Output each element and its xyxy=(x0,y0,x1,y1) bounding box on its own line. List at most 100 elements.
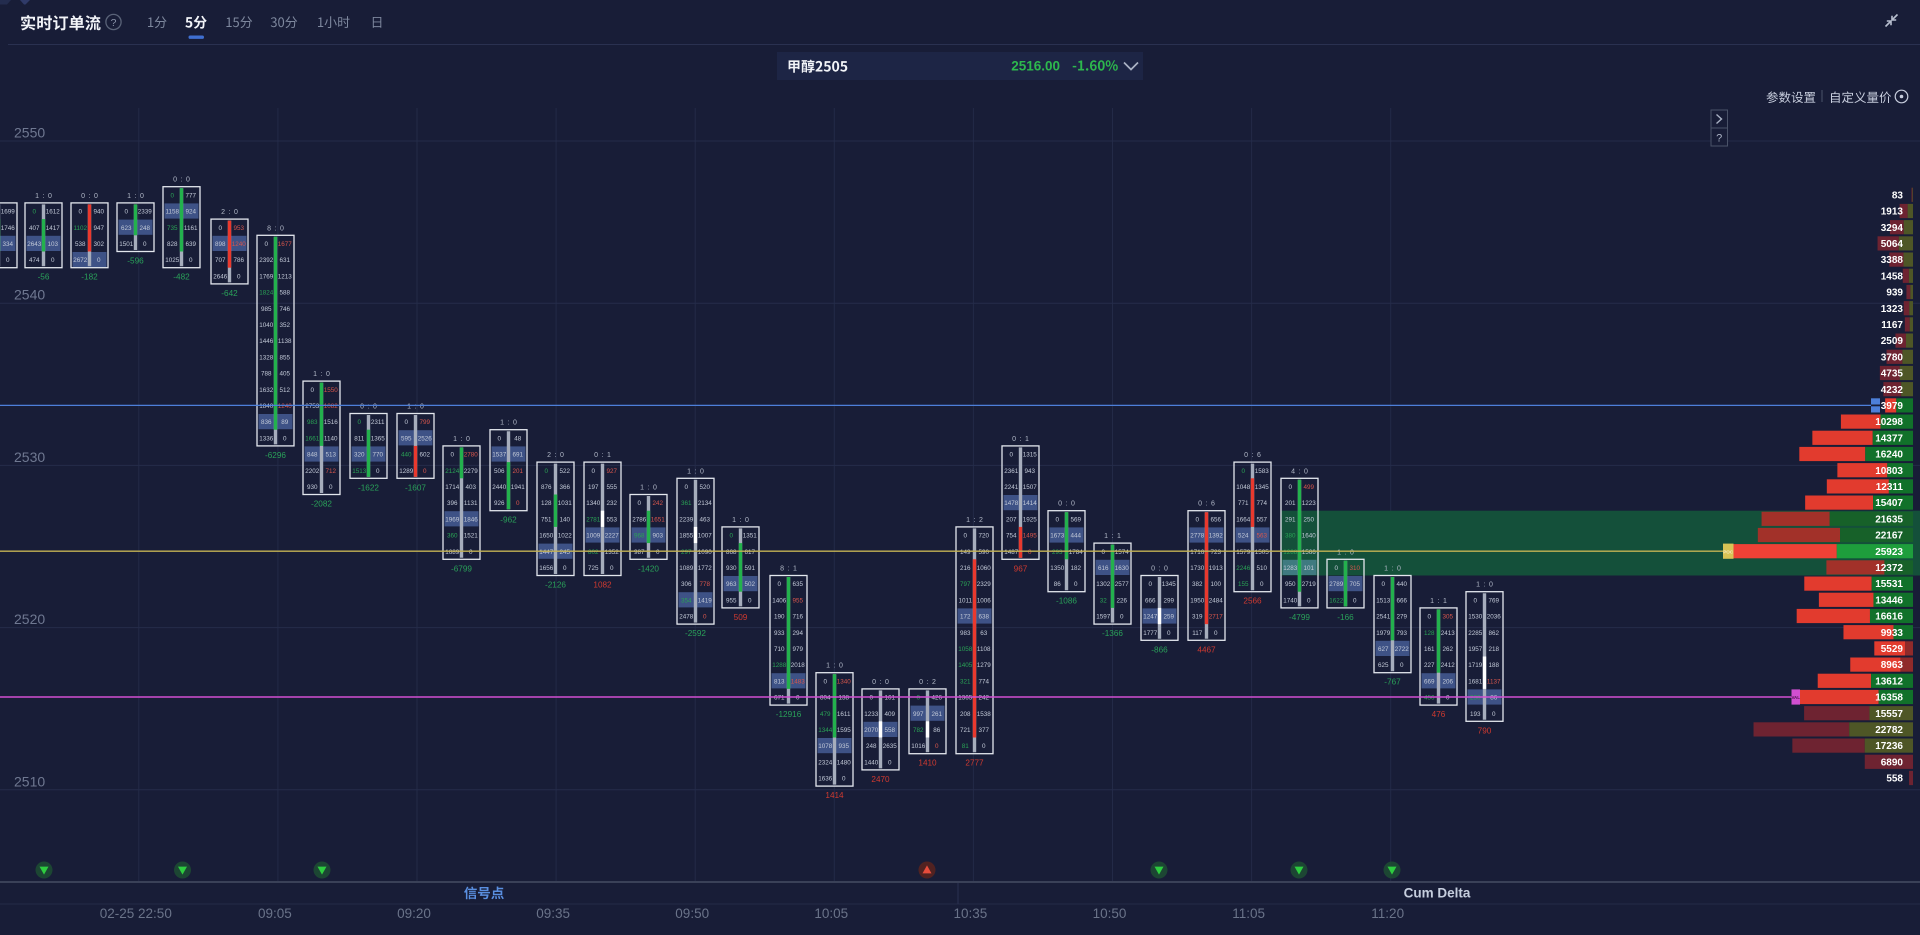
svg-text:1315: 1315 xyxy=(1023,452,1038,459)
svg-text:967: 967 xyxy=(1014,564,1028,573)
svg-text:294: 294 xyxy=(792,630,803,637)
svg-text:2227: 2227 xyxy=(605,533,620,540)
svg-text:2239: 2239 xyxy=(679,516,694,523)
svg-text:1344: 1344 xyxy=(818,727,833,734)
svg-text:1550: 1550 xyxy=(324,387,339,394)
svg-text:1661: 1661 xyxy=(305,435,320,442)
svg-text:02-25 22:50: 02-25 22:50 xyxy=(100,906,172,921)
svg-text:1846: 1846 xyxy=(464,516,479,523)
svg-text:1440: 1440 xyxy=(864,759,879,766)
svg-text:1058: 1058 xyxy=(958,646,973,653)
svg-text:360: 360 xyxy=(447,533,458,540)
svg-text:0: 0 xyxy=(97,257,101,264)
svg-text:09:20: 09:20 xyxy=(397,906,431,921)
svg-text:0: 0 xyxy=(870,695,874,702)
svg-text:2530: 2530 xyxy=(14,449,45,465)
svg-text:0 : 1: 0 : 1 xyxy=(1012,436,1029,443)
svg-text:1640: 1640 xyxy=(1302,533,1317,540)
svg-text:955: 955 xyxy=(726,597,737,604)
svg-text:-56: -56 xyxy=(38,273,50,282)
svg-text:1 : 0: 1 : 0 xyxy=(687,468,704,475)
svg-text:242: 242 xyxy=(652,500,663,507)
svg-text:1247: 1247 xyxy=(1143,614,1158,621)
svg-text:2484: 2484 xyxy=(1209,597,1224,604)
svg-text:1140: 1140 xyxy=(324,435,338,442)
svg-text:1351: 1351 xyxy=(743,533,758,540)
svg-text:955: 955 xyxy=(792,597,803,604)
svg-text:0: 0 xyxy=(125,209,129,216)
svg-text:0 : 0: 0 : 0 xyxy=(173,177,190,184)
svg-text:09:35: 09:35 xyxy=(536,906,570,921)
svg-text:138: 138 xyxy=(838,695,849,702)
svg-text:0 : 6: 0 : 6 xyxy=(1198,501,1215,508)
svg-text:13446: 13446 xyxy=(1875,595,1903,606)
svg-text:1060: 1060 xyxy=(977,565,992,572)
svg-text:361: 361 xyxy=(681,500,692,507)
svg-text:1769: 1769 xyxy=(259,273,274,280)
svg-text:1611: 1611 xyxy=(837,711,851,718)
svg-text:1969: 1969 xyxy=(445,516,460,523)
svg-text:1340: 1340 xyxy=(586,500,601,507)
svg-text:985: 985 xyxy=(261,306,272,313)
svg-text:193: 193 xyxy=(1470,711,1481,718)
svg-text:735: 735 xyxy=(167,225,178,232)
svg-text:1158: 1158 xyxy=(166,209,180,216)
svg-text:208: 208 xyxy=(960,711,971,718)
svg-text:-4799: -4799 xyxy=(1289,613,1310,622)
svg-text:21635: 21635 xyxy=(1875,514,1903,525)
svg-text:VAL: VAL xyxy=(1791,695,1800,700)
svg-text:11:20: 11:20 xyxy=(1371,906,1404,921)
svg-text:440: 440 xyxy=(401,452,412,459)
svg-text:201: 201 xyxy=(1285,500,1296,507)
svg-text:2036: 2036 xyxy=(1487,614,1502,621)
svg-text:0: 0 xyxy=(265,241,269,248)
svg-text:1 : 0: 1 : 0 xyxy=(127,193,144,200)
svg-text:22167: 22167 xyxy=(1875,531,1903,542)
svg-text:522: 522 xyxy=(559,468,570,475)
svg-text:0: 0 xyxy=(1214,630,1218,637)
svg-text:1521: 1521 xyxy=(464,533,479,540)
svg-text:10803: 10803 xyxy=(1875,466,1903,477)
svg-text:950: 950 xyxy=(1285,581,1296,588)
svg-text:1283: 1283 xyxy=(1283,565,1298,572)
svg-text:0: 0 xyxy=(423,468,427,475)
svg-text:-482: -482 xyxy=(173,273,190,282)
svg-text:-1607: -1607 xyxy=(405,483,426,492)
svg-text:0: 0 xyxy=(1428,614,1432,621)
svg-text:259: 259 xyxy=(1163,614,1174,621)
svg-text:930: 930 xyxy=(307,484,318,491)
svg-text:0: 0 xyxy=(982,743,986,750)
svg-text:1574: 1574 xyxy=(1115,549,1130,556)
svg-text:319: 319 xyxy=(1192,614,1203,621)
svg-text:746: 746 xyxy=(279,306,290,313)
svg-text:13612: 13612 xyxy=(1875,676,1903,687)
svg-text:0: 0 xyxy=(498,435,502,442)
svg-text:242: 242 xyxy=(978,695,989,702)
svg-text:1007: 1007 xyxy=(698,533,713,540)
svg-text:1495: 1495 xyxy=(1023,533,1038,540)
svg-text:723: 723 xyxy=(1210,549,1221,556)
svg-text:616: 616 xyxy=(1098,565,1109,572)
svg-text:1365: 1365 xyxy=(371,435,386,442)
svg-text:1530: 1530 xyxy=(1468,614,1483,621)
svg-text:155: 155 xyxy=(1238,581,1249,588)
svg-text:1392: 1392 xyxy=(1209,533,1224,540)
svg-text:1513: 1513 xyxy=(352,468,367,475)
svg-text:366: 366 xyxy=(559,484,570,491)
svg-text:4232: 4232 xyxy=(1881,385,1904,396)
svg-text:1478: 1478 xyxy=(1004,500,1019,507)
svg-text:149: 149 xyxy=(960,549,971,556)
svg-text:1302: 1302 xyxy=(1096,581,1111,588)
svg-text:1487: 1487 xyxy=(1004,549,1019,556)
svg-text:2719: 2719 xyxy=(1302,581,1317,588)
svg-text:1 : 0: 1 : 0 xyxy=(1476,582,1493,589)
svg-text:293: 293 xyxy=(1052,549,1063,556)
svg-text:16616: 16616 xyxy=(1875,612,1903,623)
svg-text:232: 232 xyxy=(606,500,617,507)
svg-text:2070: 2070 xyxy=(864,727,879,734)
svg-text:1636: 1636 xyxy=(818,776,833,783)
svg-text:0: 0 xyxy=(1307,597,1311,604)
svg-text:520: 520 xyxy=(699,484,710,491)
svg-text:710: 710 xyxy=(774,646,785,653)
svg-text:1730: 1730 xyxy=(1190,565,1205,572)
